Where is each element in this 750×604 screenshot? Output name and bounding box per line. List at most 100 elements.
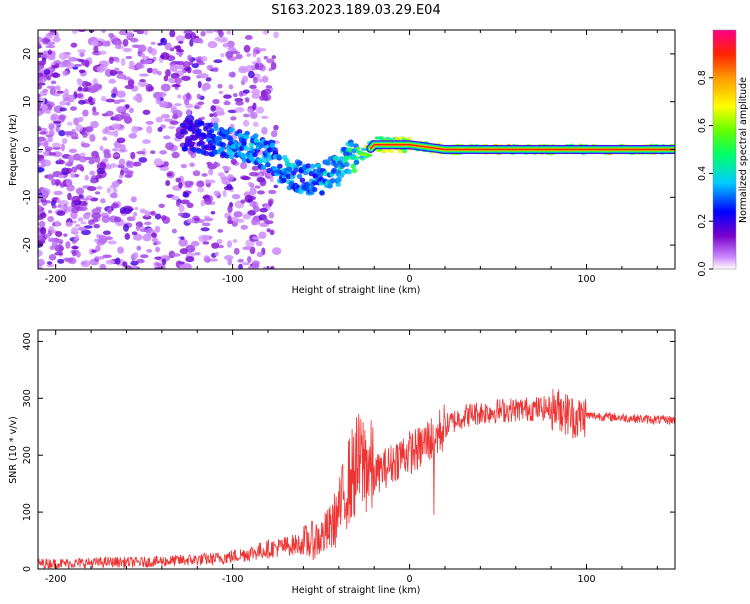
noise-speckle — [227, 205, 233, 213]
spectrogram-x-label: Height of straight line (km) — [292, 285, 421, 296]
noise-speckle — [65, 221, 73, 228]
noise-speckle — [241, 176, 251, 181]
noise-speckle — [242, 89, 250, 94]
ridge-blob — [319, 190, 325, 196]
noise-speckle — [52, 93, 61, 97]
noise-speckle — [111, 202, 120, 209]
noise-speckle — [171, 228, 177, 234]
noise-speckle — [53, 120, 62, 124]
noise-speckle — [72, 220, 77, 224]
noise-speckle — [132, 252, 139, 259]
noise-speckle — [165, 69, 171, 77]
noise-speckle — [200, 227, 210, 232]
noise-speckle — [203, 217, 214, 222]
ridge-blob — [285, 161, 291, 167]
noise-speckle — [144, 221, 152, 226]
noise-speckle — [175, 177, 182, 183]
noise-speckle — [182, 61, 191, 68]
noise-speckle — [106, 187, 112, 194]
noise-speckle — [203, 255, 211, 263]
noise-speckle — [145, 120, 154, 125]
noise-speckle — [266, 58, 275, 64]
ridge-blob — [311, 186, 318, 193]
noise-speckle — [186, 202, 194, 209]
noise-speckle — [38, 259, 45, 265]
noise-speckle — [95, 256, 105, 260]
noise-speckle — [175, 201, 181, 207]
noise-speckle — [93, 45, 99, 53]
ridge-blob — [288, 181, 295, 187]
snr-panel: -200 -100 0 100 0 100 200 300 400 Height of str… — [8, 329, 676, 596]
noise-speckle — [163, 135, 171, 140]
noise-speckle — [124, 84, 135, 90]
noise-speckle — [211, 242, 220, 249]
noise-speckle — [204, 197, 212, 206]
ridge-blob — [406, 137, 412, 141]
noise-speckle — [255, 240, 263, 247]
noise-speckle — [152, 68, 159, 75]
noise-speckle — [247, 256, 252, 264]
noise-speckle — [130, 37, 139, 43]
noise-speckle — [135, 63, 145, 69]
noise-speckle — [251, 88, 261, 95]
ridge-blob — [287, 166, 293, 173]
noise-speckle — [94, 191, 101, 195]
noise-speckle — [73, 237, 80, 241]
noise-speckle — [189, 162, 195, 168]
noise-speckle — [82, 109, 89, 117]
noise-speckle — [244, 35, 253, 40]
noise-speckle — [53, 105, 64, 114]
noise-speckle — [181, 75, 191, 81]
noise-speckle — [54, 251, 63, 256]
noise-speckle — [81, 80, 90, 88]
noise-speckle — [45, 232, 51, 239]
noise-speckle — [242, 262, 250, 266]
noise-speckle — [105, 110, 114, 117]
noise-speckle — [71, 227, 79, 234]
noise-speckle — [48, 56, 56, 61]
noise-speckle — [179, 264, 188, 269]
noise-speckle — [66, 62, 75, 69]
ridge-blob — [359, 155, 365, 159]
noise-speckle — [87, 186, 97, 192]
noise-speckle — [47, 49, 53, 55]
noise-speckle — [75, 124, 83, 132]
ridge-blob — [258, 158, 264, 164]
x-tick-label: 100 — [577, 574, 595, 585]
noise-speckle — [155, 116, 163, 123]
y-tick-label: 0 — [22, 146, 33, 152]
noise-speckle — [217, 83, 223, 89]
ridge-blob — [213, 125, 219, 132]
noise-speckle — [170, 72, 180, 79]
noise-speckle — [258, 231, 267, 239]
noise-speckle — [210, 105, 217, 112]
figure-title: S163.2023.189.03.29.E04 — [271, 3, 440, 18]
noise-speckle — [38, 266, 43, 269]
noise-speckle — [107, 131, 117, 136]
ridge-blob — [380, 137, 386, 141]
ridge-blob — [346, 169, 353, 175]
noise-speckle — [204, 179, 211, 184]
noise-speckle — [240, 224, 248, 230]
noise-speckle — [232, 92, 238, 98]
noise-speckle — [77, 86, 83, 91]
ridge-blob — [241, 157, 248, 163]
noise-speckle — [164, 42, 172, 51]
noise-speckle — [139, 208, 146, 214]
noise-speckle — [257, 190, 265, 195]
noise-speckle — [56, 198, 61, 204]
noise-speckle — [273, 31, 279, 39]
colorbar-tick-label: 0.8 — [697, 70, 708, 85]
noise-speckle — [82, 212, 91, 220]
noise-speckle — [237, 258, 244, 263]
noise-speckle — [65, 241, 71, 249]
noise-speckle — [270, 130, 278, 138]
noise-speckle — [196, 61, 206, 66]
noise-speckle — [122, 38, 129, 47]
noise-speckle — [58, 159, 65, 165]
noise-speckle — [178, 181, 183, 189]
noise-speckle — [192, 69, 203, 75]
noise-speckle — [113, 113, 124, 122]
noise-speckle — [38, 84, 43, 90]
